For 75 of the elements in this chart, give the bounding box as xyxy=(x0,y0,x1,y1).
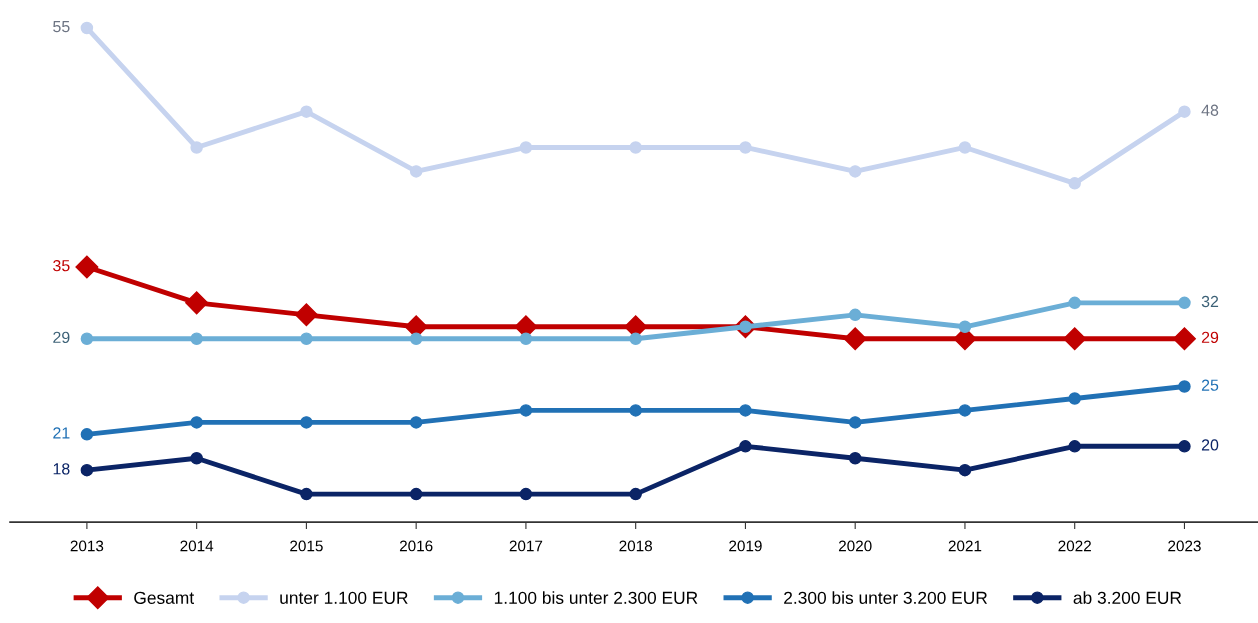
data-label: 29 xyxy=(53,331,70,344)
legend-label: 1.100 bis unter 2.300 EUR xyxy=(494,591,698,604)
point xyxy=(739,404,752,417)
point xyxy=(1178,440,1191,453)
point xyxy=(80,332,94,345)
point xyxy=(190,141,203,154)
data-label: 25 xyxy=(1201,379,1219,391)
data-label: 48 xyxy=(1201,104,1219,116)
data-label: 55 xyxy=(53,21,70,33)
legend-label: 2.300 bis unter 3.200 EUR xyxy=(784,591,988,604)
point xyxy=(519,141,533,154)
point xyxy=(300,332,313,345)
point xyxy=(80,463,94,477)
point xyxy=(80,21,94,35)
point xyxy=(1068,440,1081,453)
point xyxy=(629,141,642,154)
point xyxy=(1068,177,1081,190)
point xyxy=(629,332,642,345)
point xyxy=(629,487,642,501)
x-tick-label: 2023 xyxy=(1168,540,1201,552)
data-label: 35 xyxy=(53,259,70,272)
point xyxy=(80,428,94,441)
point xyxy=(294,303,318,327)
point xyxy=(848,451,862,465)
data-label: 20 xyxy=(1201,439,1219,451)
point xyxy=(75,255,99,279)
point xyxy=(409,487,423,501)
point xyxy=(1178,105,1191,118)
point xyxy=(300,487,313,501)
legend-label: unter 1.100 EUR xyxy=(280,591,408,604)
point xyxy=(848,165,862,178)
point xyxy=(409,332,423,345)
point xyxy=(185,291,209,315)
point xyxy=(958,463,972,477)
x-tick-label: 2020 xyxy=(838,540,872,552)
data-label: 18 xyxy=(53,463,70,475)
x-tick-label: 2019 xyxy=(729,540,762,552)
x-tick-label: 2016 xyxy=(399,540,433,552)
point xyxy=(519,332,533,345)
point xyxy=(300,416,313,429)
point xyxy=(958,404,972,417)
point xyxy=(739,141,752,154)
point xyxy=(1068,296,1081,310)
point xyxy=(409,416,423,429)
point xyxy=(848,416,862,429)
x-tick-label: 2017 xyxy=(509,540,543,552)
point xyxy=(739,440,752,453)
point xyxy=(629,404,642,417)
point xyxy=(300,105,313,118)
x-tick-label: 2022 xyxy=(1058,540,1091,552)
data-label: 21 xyxy=(53,427,70,439)
point xyxy=(958,141,972,154)
legend-label: Gesamt xyxy=(134,591,194,604)
point xyxy=(519,487,533,501)
point xyxy=(190,332,203,345)
x-tick-label: 2014 xyxy=(180,540,214,552)
x-tick-label: 2015 xyxy=(290,540,323,552)
x-tick-label: 2021 xyxy=(948,540,982,552)
point xyxy=(409,165,423,178)
point xyxy=(848,308,862,322)
point xyxy=(519,404,533,417)
point xyxy=(1178,296,1191,310)
point xyxy=(1068,392,1081,405)
point xyxy=(1172,327,1196,351)
legend-label: ab 3.200 EUR xyxy=(1073,591,1182,604)
x-tick-label: 2013 xyxy=(70,540,104,552)
data-label: 32 xyxy=(1201,295,1219,308)
point xyxy=(843,327,867,351)
point xyxy=(1178,380,1191,393)
x-tick-label: 2018 xyxy=(619,540,653,552)
point xyxy=(190,451,203,465)
point xyxy=(1063,327,1087,351)
point xyxy=(190,416,203,429)
data-label: 29 xyxy=(1201,331,1219,344)
point xyxy=(958,320,972,334)
